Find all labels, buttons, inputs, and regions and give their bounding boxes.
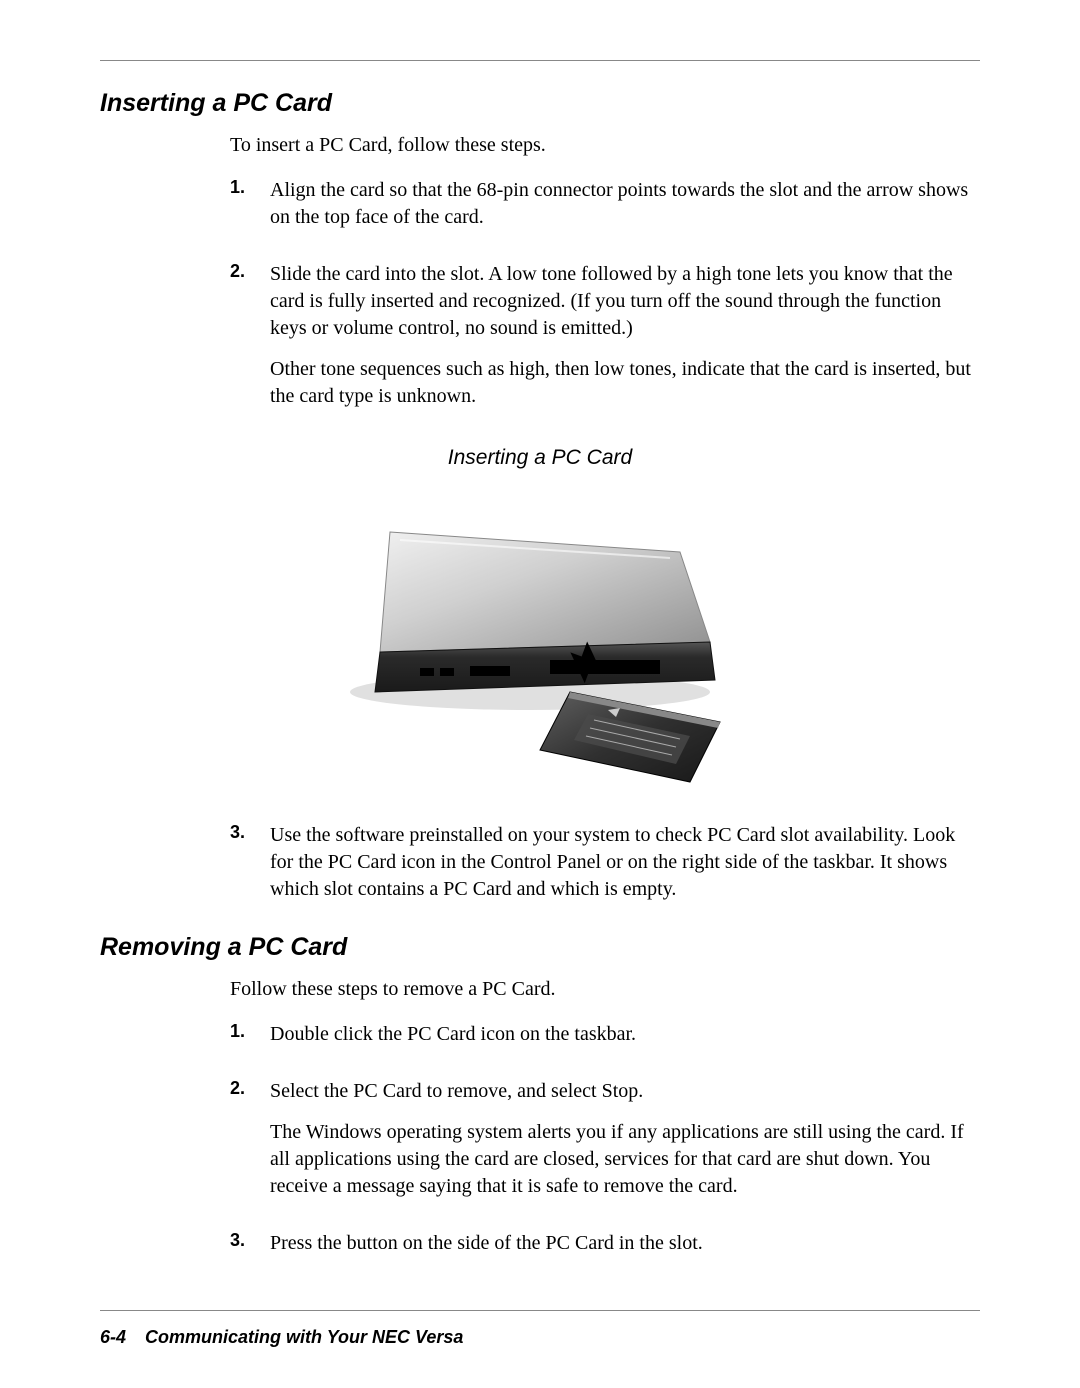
port	[440, 668, 454, 676]
step-number: 3.	[230, 1230, 270, 1271]
step-paragraph: Select the PC Card to remove, and select…	[270, 1078, 980, 1105]
step-item: 2. Select the PC Card to remove, and sel…	[230, 1078, 980, 1214]
pc-card-slot	[550, 660, 660, 674]
step-paragraph: Press the button on the side of the PC C…	[270, 1230, 980, 1257]
step-body: Select the PC Card to remove, and select…	[270, 1078, 980, 1214]
step-body: Press the button on the side of the PC C…	[270, 1230, 980, 1271]
figure-container	[100, 492, 980, 792]
step-number: 1.	[230, 1021, 270, 1062]
step-body: Use the software preinstalled on your sy…	[270, 822, 980, 917]
step-item: 3. Use the software preinstalled on your…	[230, 822, 980, 917]
figure-caption: Inserting a PC Card	[100, 446, 980, 470]
step-item: 2. Slide the card into the slot. A low t…	[230, 261, 980, 424]
step-body: Double click the PC Card icon on the tas…	[270, 1021, 980, 1062]
laptop-pccard-figure	[320, 492, 760, 792]
step-item: 1. Align the card so that the 68-pin con…	[230, 177, 980, 245]
step-item: 1. Double click the PC Card icon on the …	[230, 1021, 980, 1062]
step-paragraph: Double click the PC Card icon on the tas…	[270, 1021, 980, 1048]
step-paragraph: Use the software preinstalled on your sy…	[270, 822, 980, 903]
port	[420, 668, 434, 676]
steps-list-2: 1. Double click the PC Card icon on the …	[230, 1021, 980, 1271]
intro-text: Follow these steps to remove a PC Card.	[230, 976, 980, 1003]
step-body: Slide the card into the slot. A low tone…	[270, 261, 980, 424]
step-number: 2.	[230, 261, 270, 424]
page-number: 6-4	[100, 1327, 126, 1347]
step-paragraph: Align the card so that the 68-pin connec…	[270, 177, 980, 231]
step-number: 1.	[230, 177, 270, 245]
steps-list-1: 1. Align the card so that the 68-pin con…	[230, 177, 980, 424]
step-paragraph: Other tone sequences such as high, then …	[270, 356, 980, 410]
section-heading-removing: Removing a PC Card	[100, 933, 980, 962]
step-number: 3.	[230, 822, 270, 917]
steps-list-1b: 3. Use the software preinstalled on your…	[230, 822, 980, 917]
step-number: 2.	[230, 1078, 270, 1214]
page-footer: 6-4 Communicating with Your NEC Versa	[100, 1310, 980, 1348]
section-heading-inserting: Inserting a PC Card	[100, 89, 980, 118]
bottom-rule	[100, 1310, 980, 1311]
step-paragraph: The Windows operating system alerts you …	[270, 1119, 980, 1200]
top-rule	[100, 60, 980, 61]
footer-title: Communicating with Your NEC Versa	[145, 1327, 463, 1347]
port	[470, 666, 510, 676]
step-paragraph: Slide the card into the slot. A low tone…	[270, 261, 980, 342]
pc-card	[540, 692, 720, 782]
step-body: Align the card so that the 68-pin connec…	[270, 177, 980, 245]
step-item: 3. Press the button on the side of the P…	[230, 1230, 980, 1271]
intro-text: To insert a PC Card, follow these steps.	[230, 132, 980, 159]
